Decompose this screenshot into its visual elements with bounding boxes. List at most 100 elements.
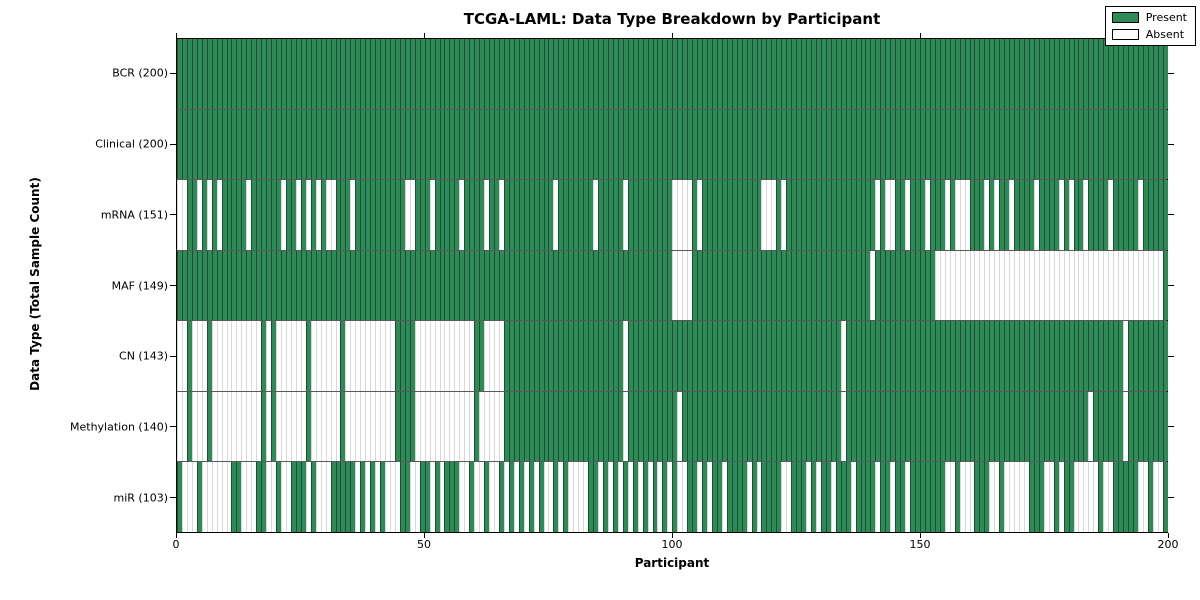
- matrix-cell: [1088, 39, 1094, 109]
- matrix-cell: [682, 180, 688, 250]
- matrix-cell: [969, 462, 975, 533]
- matrix-cell: [380, 109, 386, 180]
- matrix-cell: [543, 391, 549, 462]
- matrix-cell: [276, 180, 282, 250]
- matrix-cell: [1108, 180, 1114, 250]
- matrix-cell: [811, 109, 816, 180]
- matrix-cell: [533, 321, 539, 391]
- matrix-cell: [538, 180, 544, 250]
- bottom-x-tick-mark: [1167, 533, 1169, 538]
- matrix-cell: [261, 321, 267, 391]
- matrix-cell: [1103, 391, 1109, 462]
- matrix-cell: [617, 39, 623, 109]
- matrix-cell: [290, 39, 296, 109]
- matrix-cell: [459, 180, 465, 250]
- matrix-cell: [350, 391, 356, 462]
- matrix-cell: [612, 391, 618, 462]
- matrix-cell: [305, 462, 311, 533]
- matrix-cell: [404, 391, 410, 462]
- matrix-cell: [845, 109, 851, 180]
- matrix-cell: [677, 250, 683, 321]
- matrix-cell: [469, 109, 475, 180]
- matrix-cell: [1014, 109, 1020, 180]
- matrix-cell: [231, 462, 237, 533]
- matrix-cell: [845, 391, 851, 462]
- matrix-cell: [479, 391, 485, 462]
- matrix-cell: [206, 180, 212, 250]
- matrix-cell: [850, 39, 856, 109]
- matrix-cell: [870, 250, 876, 321]
- matrix-cell: [285, 180, 291, 250]
- matrix-cell: [300, 109, 306, 180]
- matrix-cell: [588, 321, 594, 391]
- matrix-cell: [617, 321, 623, 391]
- matrix-cell: [340, 462, 346, 533]
- matrix-cell: [711, 321, 717, 391]
- matrix-cell: [177, 391, 182, 462]
- matrix-cell: [612, 39, 618, 109]
- matrix-cell: [865, 462, 871, 533]
- matrix-cell: [657, 109, 663, 180]
- matrix-cell: [548, 39, 554, 109]
- matrix-cell: [285, 109, 291, 180]
- matrix-cell: [394, 321, 400, 391]
- matrix-cell: [1028, 391, 1034, 462]
- matrix-cell: [1033, 109, 1039, 180]
- matrix-cell: [494, 39, 499, 109]
- matrix-cell: [1123, 391, 1128, 462]
- matrix-cell: [231, 39, 237, 109]
- matrix-cell: [825, 462, 831, 533]
- matrix-cell: [494, 321, 499, 391]
- matrix-cell: [1019, 39, 1024, 109]
- matrix-cell: [538, 391, 544, 462]
- matrix-cell: [464, 39, 470, 109]
- matrix-cell: [716, 180, 722, 250]
- matrix-cell: [1043, 321, 1049, 391]
- matrix-cell: [271, 39, 277, 109]
- matrix-cell: [459, 39, 465, 109]
- matrix-cell: [399, 109, 405, 180]
- matrix-cell: [1038, 39, 1044, 109]
- matrix-cell: [870, 180, 876, 250]
- matrix-cell: [756, 250, 762, 321]
- matrix-cell: [414, 462, 420, 533]
- matrix-cell: [216, 109, 222, 180]
- matrix-cell: [895, 109, 901, 180]
- matrix-cell: [919, 39, 925, 109]
- matrix-cell: [251, 462, 257, 533]
- matrix-cell: [776, 39, 782, 109]
- matrix-cell: [1048, 180, 1054, 250]
- matrix-cell: [246, 391, 252, 462]
- matrix-cell: [528, 180, 534, 250]
- matrix-cell: [1093, 321, 1099, 391]
- matrix-cell: [380, 180, 386, 250]
- matrix-cell: [637, 39, 643, 109]
- matrix-cell: [1014, 250, 1020, 321]
- matrix-cell: [315, 39, 321, 109]
- matrix-cell: [360, 250, 366, 321]
- matrix-cell: [761, 250, 767, 321]
- matrix-cell: [756, 109, 762, 180]
- right-y-tick-mark: [1168, 426, 1174, 428]
- matrix-cell: [216, 462, 222, 533]
- matrix-cell: [1033, 180, 1039, 250]
- left-y-tick-mark: [170, 497, 176, 499]
- y-tick-label-CN: CN (143): [119, 349, 168, 363]
- right-y-tick-mark: [1168, 214, 1174, 216]
- matrix-cell: [444, 462, 450, 533]
- matrix-cell: [964, 109, 970, 180]
- matrix-cell: [731, 180, 737, 250]
- matrix-cell: [479, 39, 485, 109]
- matrix-cell: [548, 321, 554, 391]
- matrix-cell: [1088, 391, 1094, 462]
- matrix-cell: [969, 391, 975, 462]
- matrix-cell: [231, 391, 237, 462]
- matrix-cell: [860, 250, 866, 321]
- matrix-cell: [186, 39, 192, 109]
- matrix-cell: [1093, 180, 1099, 250]
- matrix-cell: [692, 250, 698, 321]
- matrix-cell: [994, 109, 1000, 180]
- matrix-cell: [315, 391, 321, 462]
- matrix-cell: [1098, 250, 1104, 321]
- matrix-cell: [939, 250, 945, 321]
